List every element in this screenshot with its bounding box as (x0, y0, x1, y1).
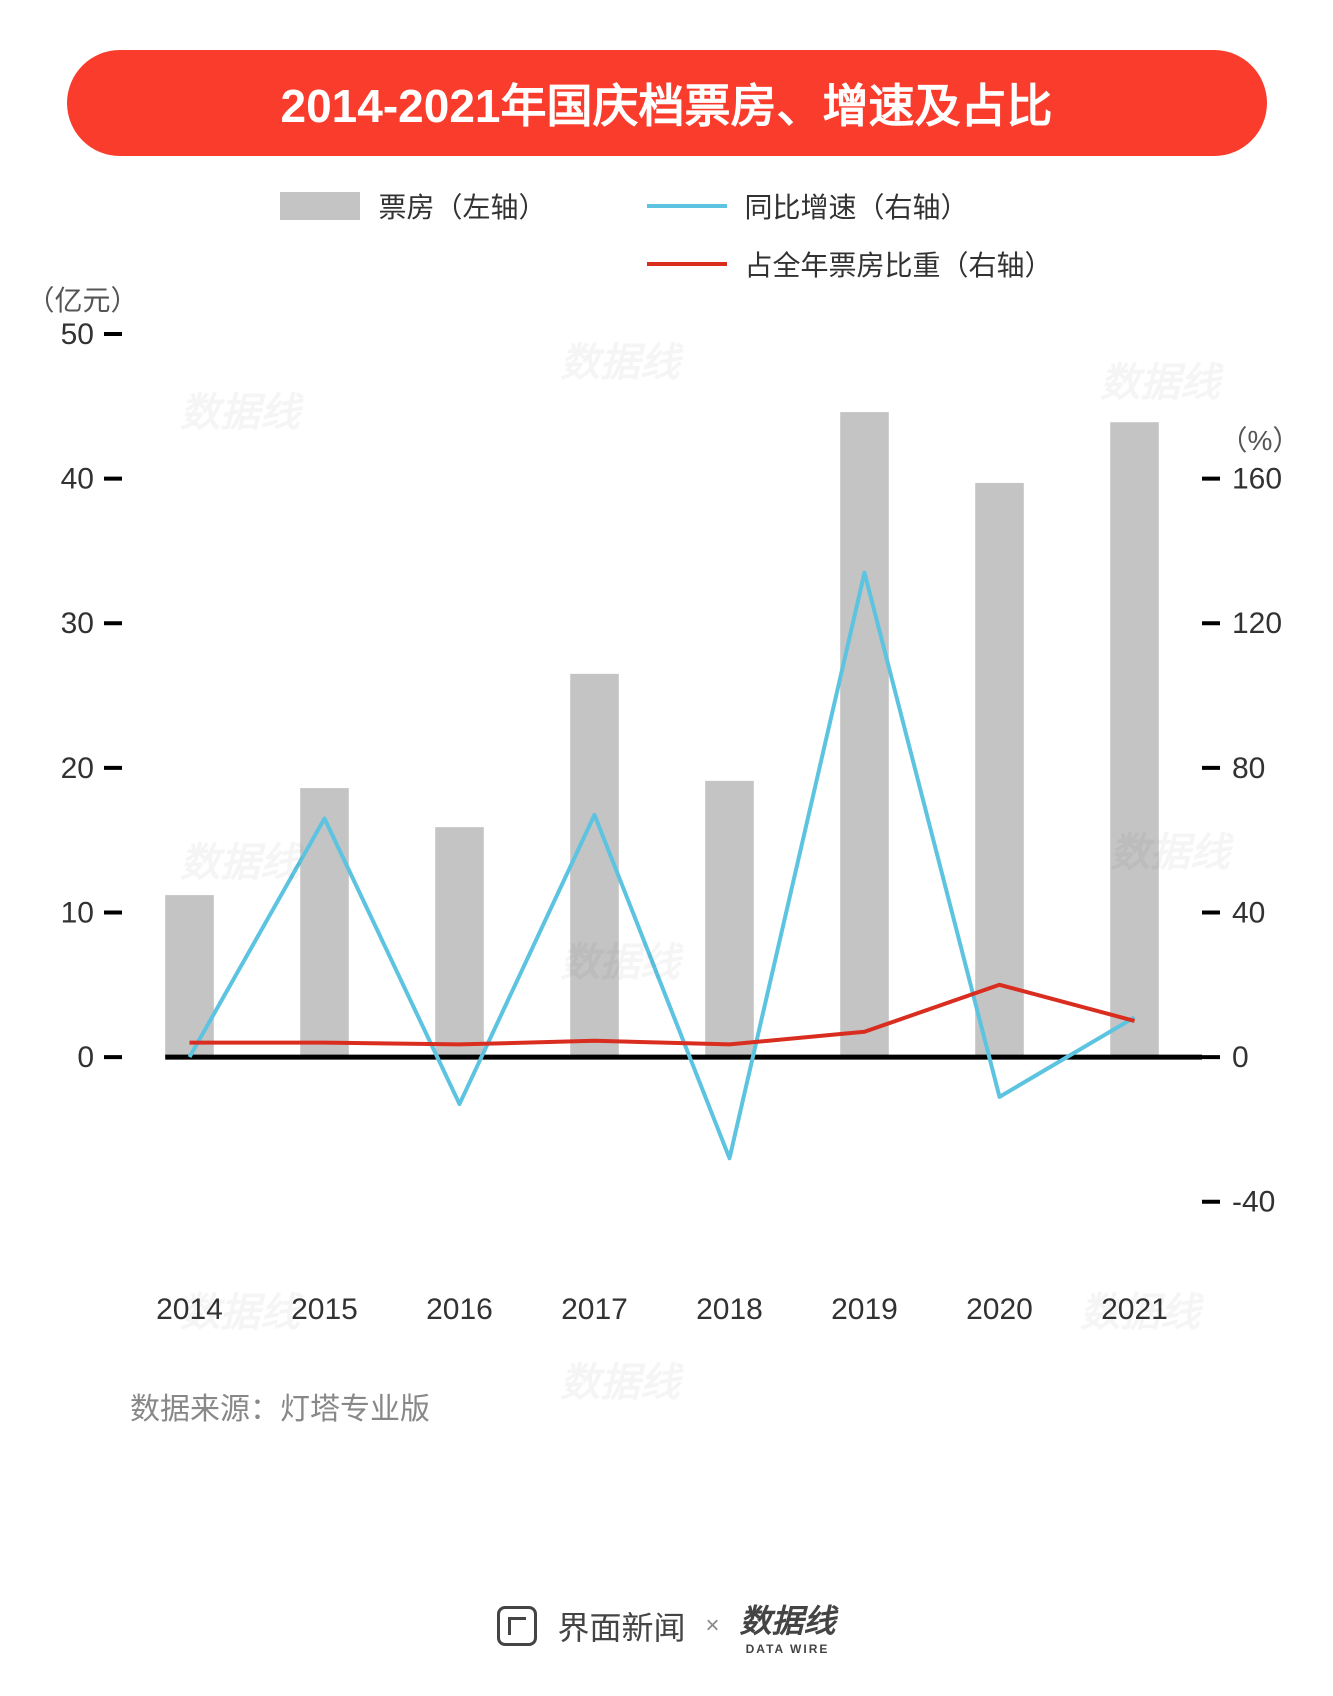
x-tick-label: 2016 (426, 1293, 493, 1326)
x-tick-label: 2019 (831, 1293, 898, 1326)
y-left-tick: 30 (60, 607, 93, 640)
y-left-tick: 10 (60, 896, 93, 929)
y-left-tick: 40 (60, 463, 93, 496)
x-tick-label: 2014 (156, 1293, 223, 1326)
chart-title-text: 2014-2021年国庆档票房、增速及占比 (281, 80, 1053, 132)
y-right-tick: 0 (1232, 1041, 1249, 1074)
bar (705, 781, 754, 1057)
bar (1110, 422, 1159, 1057)
bar (300, 788, 349, 1057)
y-right-tick: 160 (1232, 463, 1282, 496)
y-right-tick: -40 (1232, 1186, 1275, 1219)
legend-swatch-share (647, 262, 727, 266)
chart-title-banner: 2014-2021年国庆档票房、增速及占比 (67, 50, 1267, 156)
legend: 票房（左轴） 同比增速（右轴） 占全年票房比重（右轴） (0, 186, 1333, 284)
y-left-unit: （亿元） (27, 279, 139, 319)
y-left-tick: 20 (60, 752, 93, 785)
footer-brand1: 界面新闻 (557, 1603, 685, 1649)
y-right-tick: 80 (1232, 752, 1265, 785)
legend-item-bar: 票房（左轴） (280, 186, 546, 226)
y-right-unit: （%） (1220, 419, 1301, 459)
bar (840, 412, 889, 1057)
legend-swatch-bar (280, 192, 360, 220)
chart-area: （亿元） （%） 01020304050-4004080120160201420… (22, 304, 1312, 1374)
x-tick-label: 2021 (1101, 1293, 1168, 1326)
bar (435, 827, 484, 1057)
legend-label-share: 占全年票房比重（右轴） (745, 244, 1053, 284)
bar (165, 895, 214, 1057)
brand-icon (497, 1606, 537, 1646)
footer-brand2: 数据线 DATA WIRE (740, 1596, 836, 1656)
footer: 界面新闻 × 数据线 DATA WIRE (0, 1596, 1333, 1656)
x-tick-label: 2015 (291, 1293, 358, 1326)
x-tick-label: 2018 (696, 1293, 763, 1326)
legend-label-bar: 票房（左轴） (378, 186, 546, 226)
bar (570, 674, 619, 1057)
y-left-tick: 50 (60, 318, 93, 351)
x-tick-label: 2020 (966, 1293, 1033, 1326)
legend-item-share: 占全年票房比重（右轴） (647, 244, 1053, 284)
y-left-tick: 0 (77, 1041, 94, 1074)
data-source: 数据来源：灯塔专业版 (130, 1384, 430, 1428)
chart-svg: 0 10 20 30 40 50 -40 0 40 80 120 160 2014 2015 2016 201… (22, 304, 1312, 1374)
legend-label-growth: 同比增速（右轴） (745, 186, 969, 226)
x-tick-label: 2017 (561, 1293, 628, 1326)
footer-separator: × (705, 1612, 719, 1640)
legend-item-growth: 同比增速（右轴） (647, 186, 1053, 226)
legend-swatch-growth (647, 204, 727, 208)
y-right-tick: 40 (1232, 896, 1265, 929)
bar (975, 483, 1024, 1057)
y-right-tick: 120 (1232, 607, 1282, 640)
